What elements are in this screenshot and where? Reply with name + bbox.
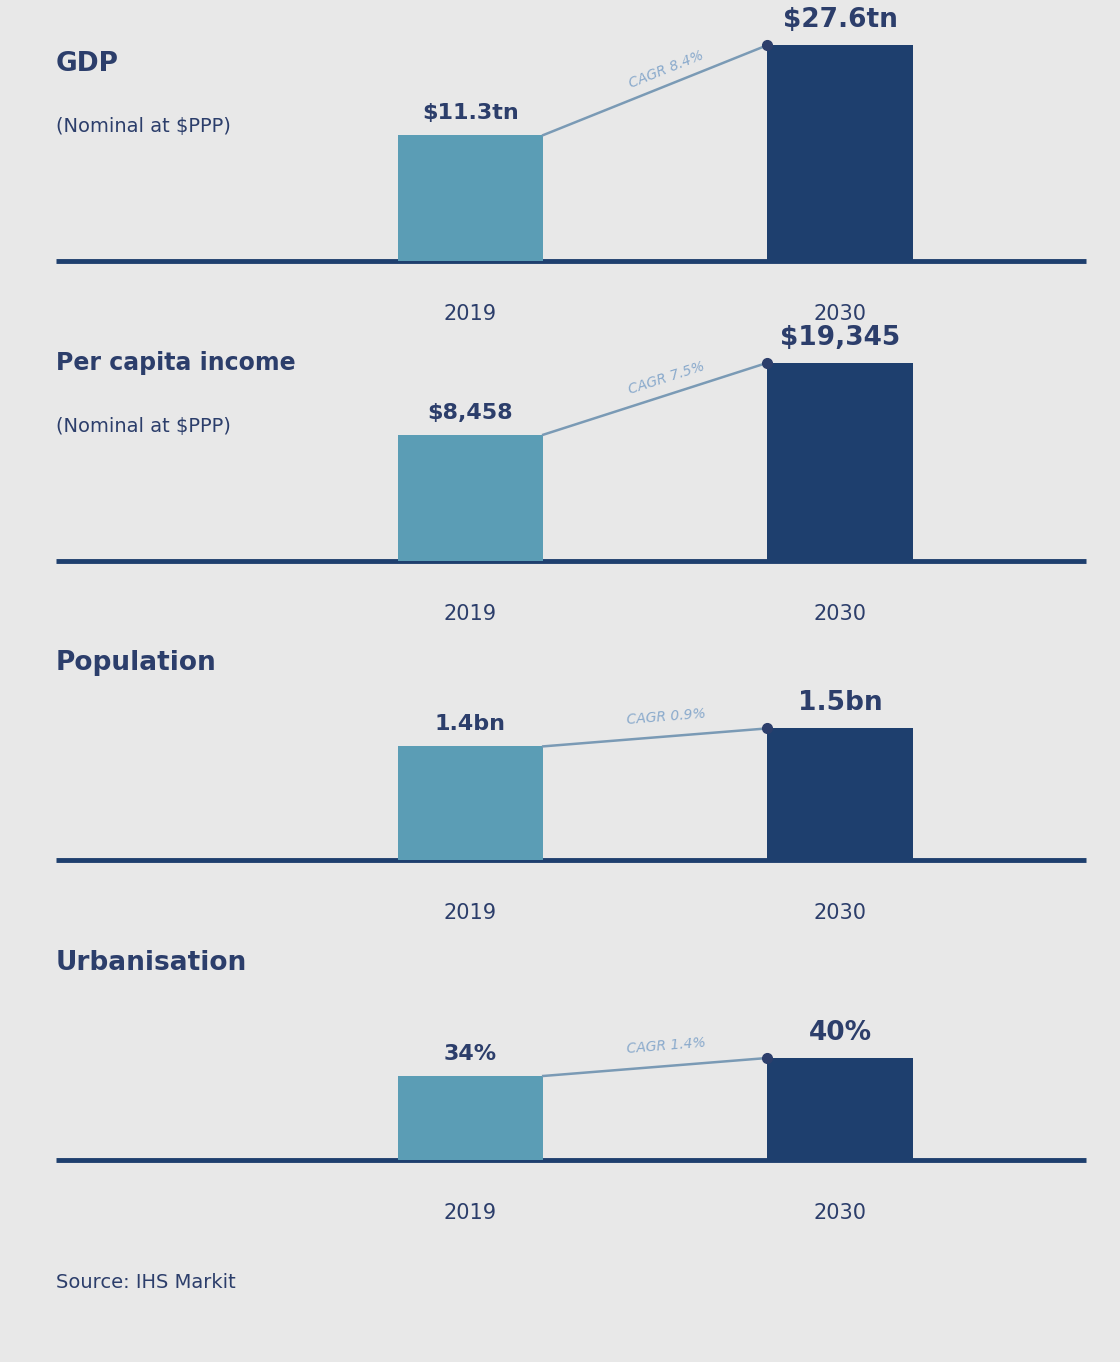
Text: $19,345: $19,345 [780,326,900,351]
Text: 2019: 2019 [444,603,497,624]
Text: $27.6tn: $27.6tn [783,7,897,33]
Text: 40%: 40% [809,1020,871,1046]
Text: Population: Population [56,651,217,677]
Text: 2030: 2030 [813,304,867,324]
Bar [767,1058,913,1160]
Bar [767,45,913,262]
Text: 1.5bn: 1.5bn [797,691,883,716]
Text: 34%: 34% [444,1045,497,1064]
Text: Urbanisation: Urbanisation [56,951,248,977]
Bar [398,746,543,861]
Text: Per capita income: Per capita income [56,351,296,375]
Text: $11.3tn: $11.3tn [422,104,519,123]
Text: (Nominal at $PPP): (Nominal at $PPP) [56,117,231,136]
Text: 2030: 2030 [813,903,867,923]
Text: 2019: 2019 [444,903,497,923]
Text: 2030: 2030 [813,603,867,624]
Text: 2019: 2019 [444,304,497,324]
Bar [767,729,913,861]
Text: CAGR 7.5%: CAGR 7.5% [626,360,707,396]
Text: CAGR 0.9%: CAGR 0.9% [626,707,707,726]
Text: $8,458: $8,458 [428,403,513,422]
Text: GDP: GDP [56,52,119,78]
Text: (Nominal at $PPP): (Nominal at $PPP) [56,417,231,436]
Bar [398,135,543,262]
Text: 1.4bn: 1.4bn [435,715,506,734]
Text: Source: IHS Markit: Source: IHS Markit [56,1273,235,1293]
Bar [767,362,913,561]
Text: 2019: 2019 [444,1203,497,1223]
Text: 2030: 2030 [813,1203,867,1223]
Bar [398,1076,543,1160]
Text: CAGR 1.4%: CAGR 1.4% [626,1036,707,1056]
Bar [398,434,543,561]
Text: CAGR 8.4%: CAGR 8.4% [627,48,706,90]
